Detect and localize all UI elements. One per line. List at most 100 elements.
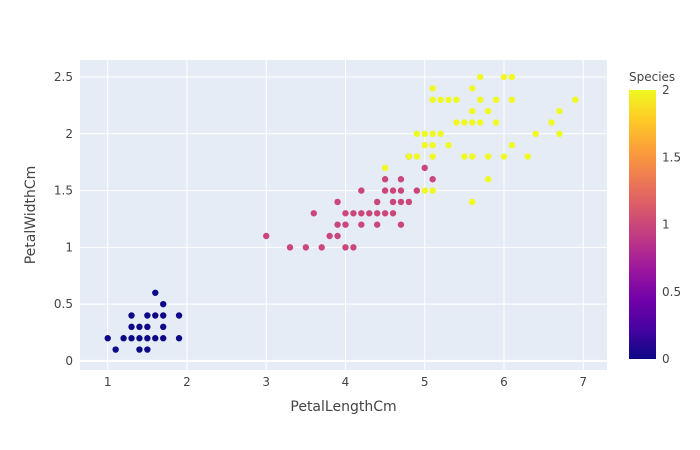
colorbar-tick-label: 0 bbox=[662, 352, 670, 366]
data-point bbox=[310, 210, 317, 217]
data-point bbox=[469, 119, 476, 126]
data-point bbox=[389, 187, 397, 194]
data-point bbox=[128, 323, 135, 331]
data-point bbox=[175, 312, 183, 319]
data-point bbox=[381, 187, 389, 194]
colorbar-tick-label: 1 bbox=[662, 218, 670, 232]
x-tick-label: 1 bbox=[104, 375, 112, 389]
y-tick-label: 1 bbox=[65, 240, 73, 254]
data-point bbox=[477, 96, 484, 103]
data-point bbox=[421, 164, 428, 172]
data-point bbox=[358, 221, 365, 228]
data-point bbox=[429, 153, 436, 160]
data-point bbox=[556, 107, 563, 115]
data-point bbox=[175, 335, 183, 342]
data-point bbox=[484, 153, 492, 160]
data-point bbox=[445, 141, 452, 149]
x-tick-label: 7 bbox=[579, 375, 587, 389]
data-point bbox=[508, 141, 516, 149]
colorbar-tick-label: 1.5 bbox=[662, 150, 681, 164]
x-tick-label: 6 bbox=[500, 375, 508, 389]
colorbar-title: Species bbox=[629, 70, 675, 84]
data-point bbox=[373, 221, 381, 228]
colorbar bbox=[629, 90, 656, 359]
data-point bbox=[342, 221, 349, 228]
data-point bbox=[413, 153, 421, 160]
colorbar-tick-label: 0.5 bbox=[662, 285, 681, 299]
data-point bbox=[492, 96, 500, 103]
data-point bbox=[429, 130, 436, 138]
data-point bbox=[477, 73, 484, 81]
data-point bbox=[373, 210, 381, 217]
x-tick-labels: 1 2 3 4 5 6 7 bbox=[104, 375, 587, 389]
data-point bbox=[421, 130, 428, 138]
data-point bbox=[484, 176, 492, 183]
data-point bbox=[389, 210, 397, 217]
x-tick-label: 3 bbox=[262, 375, 270, 389]
data-point bbox=[397, 221, 405, 228]
data-point bbox=[469, 85, 476, 92]
data-point bbox=[160, 335, 167, 342]
data-point bbox=[469, 107, 476, 115]
data-point bbox=[429, 141, 436, 149]
x-tick-label: 4 bbox=[342, 375, 350, 389]
data-point bbox=[500, 153, 508, 160]
y-tick-label: 2 bbox=[65, 127, 73, 141]
data-point bbox=[461, 153, 468, 160]
data-point bbox=[421, 141, 428, 149]
data-point bbox=[389, 198, 397, 206]
data-point bbox=[120, 335, 127, 342]
data-point bbox=[104, 335, 111, 342]
data-point bbox=[144, 323, 151, 331]
data-point bbox=[469, 153, 476, 160]
data-point bbox=[326, 232, 333, 240]
data-point bbox=[413, 130, 421, 138]
data-point bbox=[484, 107, 492, 115]
data-point bbox=[572, 96, 579, 103]
data-point bbox=[429, 85, 436, 92]
data-point bbox=[342, 244, 349, 251]
data-point bbox=[413, 187, 421, 194]
data-point bbox=[397, 187, 405, 194]
data-points bbox=[104, 73, 579, 353]
data-point bbox=[136, 335, 143, 342]
data-point bbox=[152, 335, 159, 342]
data-point bbox=[334, 198, 341, 206]
data-point bbox=[445, 96, 452, 103]
data-point bbox=[524, 153, 531, 160]
data-point bbox=[350, 210, 357, 217]
data-point bbox=[397, 198, 405, 206]
data-point bbox=[508, 96, 516, 103]
data-point bbox=[334, 232, 341, 240]
data-point bbox=[160, 300, 167, 308]
x-tick-label: 2 bbox=[183, 375, 191, 389]
data-point bbox=[144, 335, 151, 342]
data-point bbox=[429, 96, 436, 103]
data-point bbox=[286, 244, 294, 251]
data-point bbox=[136, 323, 143, 331]
data-point bbox=[358, 187, 365, 194]
data-point bbox=[429, 187, 436, 194]
data-point bbox=[405, 198, 413, 206]
y-tick-label: 2.5 bbox=[54, 70, 73, 84]
data-point bbox=[492, 119, 500, 126]
data-point bbox=[556, 130, 563, 138]
data-point bbox=[381, 210, 389, 217]
data-point bbox=[500, 73, 508, 81]
y-tick-label: 1.5 bbox=[54, 184, 73, 198]
y-tick-label: 0.5 bbox=[54, 297, 73, 311]
data-point bbox=[429, 176, 436, 183]
x-tick-label: 5 bbox=[421, 375, 429, 389]
data-point bbox=[405, 153, 413, 160]
data-point bbox=[302, 244, 310, 251]
data-point bbox=[136, 346, 143, 353]
data-point bbox=[453, 119, 460, 126]
data-point bbox=[381, 176, 389, 183]
data-point bbox=[358, 210, 365, 217]
data-point bbox=[144, 346, 151, 353]
y-tick-labels: 0 0.5 1 1.5 2 2.5 bbox=[54, 70, 73, 368]
data-point bbox=[532, 130, 539, 138]
y-tick-label: 0 bbox=[65, 354, 73, 368]
data-point bbox=[263, 232, 270, 240]
